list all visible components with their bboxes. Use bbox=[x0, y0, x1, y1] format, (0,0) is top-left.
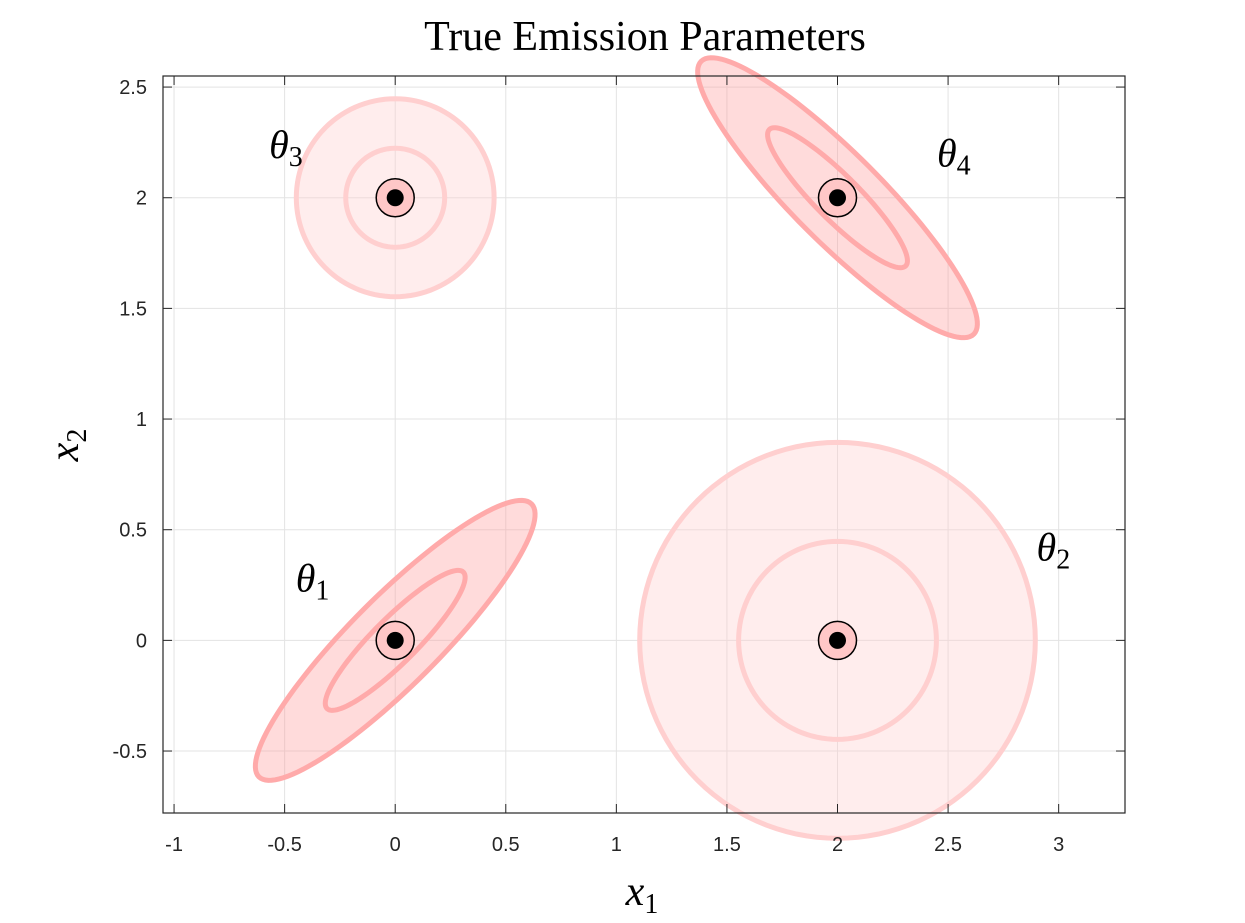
x-tick-label: 2 bbox=[832, 834, 843, 856]
mean-marker-3 bbox=[375, 177, 415, 218]
component-label-3: θ3 bbox=[269, 122, 303, 173]
mean-dot bbox=[386, 631, 404, 649]
component-label-2: θ2 bbox=[1037, 525, 1071, 576]
y-axis-label-base: x bbox=[42, 442, 88, 462]
y-tick-label: 2 bbox=[136, 188, 147, 210]
y-axis-label-sub: 2 bbox=[62, 429, 93, 443]
label-subscript: 2 bbox=[1056, 545, 1070, 576]
x-axis-ticks: -1 -0.5 0 0.5 1 1.5 2 2.5 3 bbox=[165, 76, 1064, 856]
component-label-4: θ4 bbox=[937, 131, 971, 182]
plot-area-frame bbox=[162, 75, 1126, 814]
label-subscript: 3 bbox=[289, 142, 303, 173]
y-tick-label: 1 bbox=[136, 409, 147, 431]
y-tick-label: -0.5 bbox=[113, 741, 147, 763]
x-tick-label: 0 bbox=[390, 834, 401, 856]
mean-marker-2 bbox=[817, 620, 858, 661]
ellipses bbox=[252, 55, 1038, 841]
label-theta: θ bbox=[296, 556, 316, 601]
x-tick-label: -1 bbox=[165, 834, 183, 856]
x-axis-label-sub: 1 bbox=[644, 889, 658, 920]
x-axis-label-base: x bbox=[625, 869, 645, 915]
mean-dot bbox=[829, 631, 847, 649]
mean-markers bbox=[375, 177, 858, 661]
y-tick-label: 0.5 bbox=[119, 520, 147, 542]
grid bbox=[163, 76, 1125, 813]
y-axis-ticks: -0.5 0 0.5 1 1.5 2 2.5 bbox=[113, 77, 1125, 763]
chart-title: True Emission Parameters bbox=[424, 14, 866, 60]
mean-dot bbox=[829, 189, 847, 207]
mean-dot bbox=[386, 189, 404, 207]
label-theta: θ bbox=[937, 131, 957, 176]
x-tick-label: 1.5 bbox=[713, 834, 741, 856]
x-tick-label: 3 bbox=[1053, 834, 1064, 856]
y-tick-label: 0 bbox=[136, 630, 147, 652]
label-subscript: 1 bbox=[315, 576, 329, 607]
mean-marker-1 bbox=[375, 620, 415, 661]
label-theta: θ bbox=[1037, 525, 1057, 570]
mean-marker-4 bbox=[817, 177, 858, 218]
ellipse-inner-1 bbox=[322, 567, 468, 713]
y-tick-label: 2.5 bbox=[119, 77, 147, 99]
x-axis-label: x1 bbox=[625, 869, 659, 920]
ellipse-inner-2 bbox=[736, 538, 939, 742]
label-theta: θ bbox=[269, 122, 289, 167]
x-tick-label: -0.5 bbox=[267, 834, 301, 856]
y-axis-label: x2 bbox=[42, 429, 93, 463]
ellipse-inner-4 bbox=[765, 125, 910, 271]
component-label-1: θ1 bbox=[296, 556, 330, 607]
y-tick-label: 1.5 bbox=[119, 298, 147, 320]
x-tick-label: 2.5 bbox=[934, 834, 962, 856]
label-subscript: 4 bbox=[957, 151, 971, 182]
x-tick-label: 0.5 bbox=[492, 834, 520, 856]
x-tick-label: 1 bbox=[611, 834, 622, 856]
ellipse-inner-3 bbox=[343, 145, 448, 250]
